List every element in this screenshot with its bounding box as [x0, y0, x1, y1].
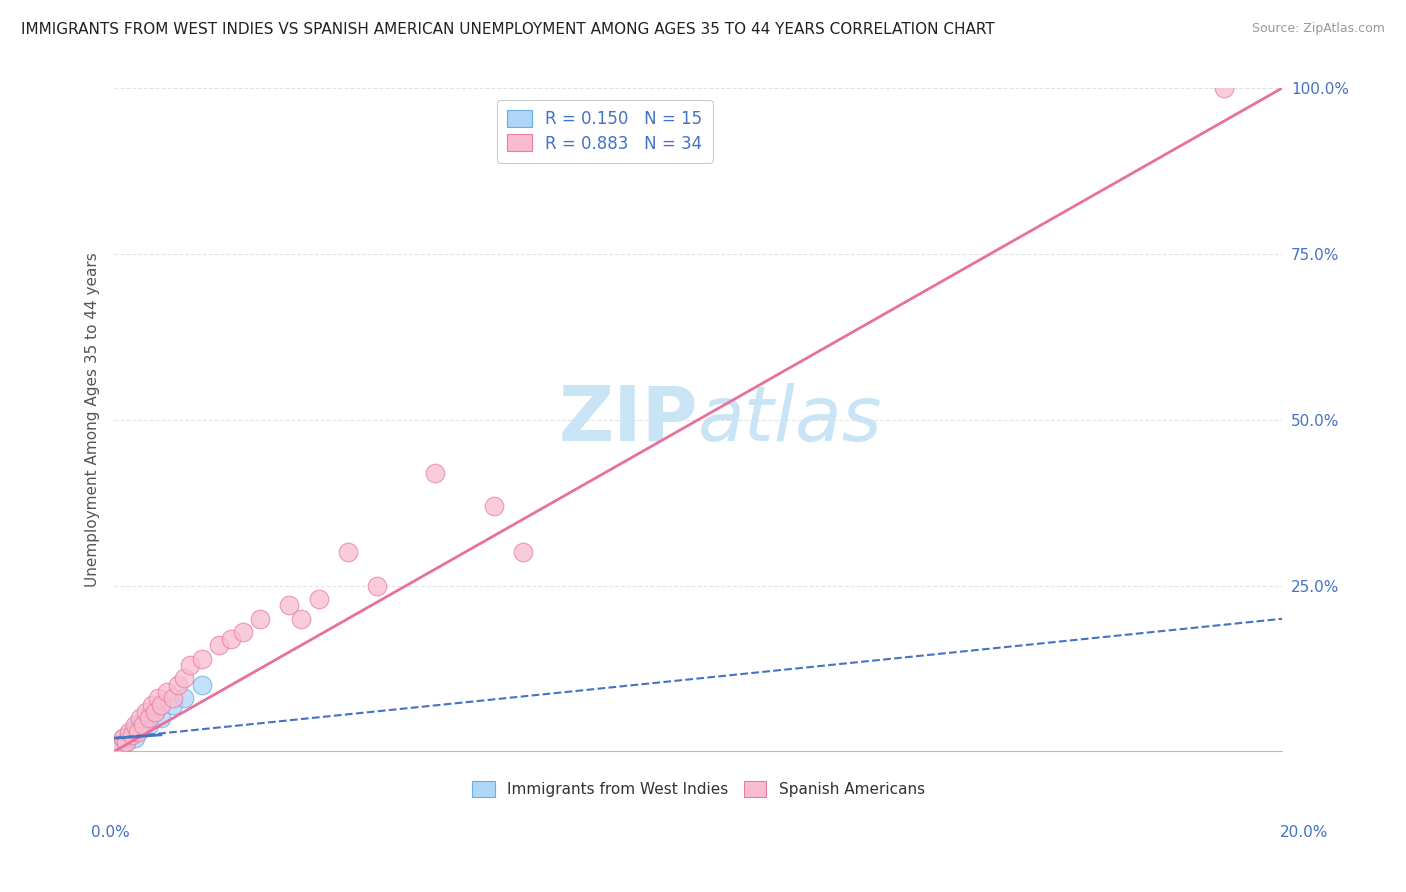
Point: [219, 632, 242, 646]
Point: [108, 738, 131, 752]
Point: [132, 718, 155, 732]
Point: [115, 734, 138, 748]
Point: [308, 591, 330, 606]
Y-axis label: Unemployment Among Ages 35 to 44 years: Unemployment Among Ages 35 to 44 years: [86, 252, 100, 587]
Point: [512, 545, 534, 559]
Point: [121, 724, 143, 739]
Point: [366, 578, 388, 592]
Text: 0.0%: 0.0%: [91, 825, 131, 840]
Point: [278, 599, 301, 613]
Text: ZIP: ZIP: [558, 383, 699, 457]
Point: [179, 658, 201, 673]
Point: [191, 651, 214, 665]
Legend: Immigrants from West Indies, Spanish Americans: Immigrants from West Indies, Spanish Ame…: [465, 775, 931, 804]
Point: [124, 731, 146, 746]
Point: [143, 705, 166, 719]
Point: [135, 711, 157, 725]
Point: [127, 724, 149, 739]
Point: [336, 545, 359, 559]
Point: [232, 625, 254, 640]
Point: [191, 678, 214, 692]
Text: Source: ZipAtlas.com: Source: ZipAtlas.com: [1251, 22, 1385, 36]
Text: atlas: atlas: [699, 383, 883, 457]
Point: [162, 691, 184, 706]
Point: [115, 734, 138, 748]
Text: IMMIGRANTS FROM WEST INDIES VS SPANISH AMERICAN UNEMPLOYMENT AMONG AGES 35 TO 44: IMMIGRANTS FROM WEST INDIES VS SPANISH A…: [21, 22, 995, 37]
Point: [138, 718, 160, 732]
Point: [156, 684, 179, 698]
Point: [111, 731, 134, 746]
Point: [146, 691, 169, 706]
Point: [149, 698, 172, 712]
Point: [118, 728, 141, 742]
Point: [124, 718, 146, 732]
Point: [173, 672, 195, 686]
Point: [135, 705, 157, 719]
Point: [167, 678, 190, 692]
Point: [173, 691, 195, 706]
Point: [129, 711, 152, 725]
Point: [290, 612, 312, 626]
Point: [162, 698, 184, 712]
Point: [127, 718, 149, 732]
Point: [108, 738, 131, 752]
Point: [149, 711, 172, 725]
Point: [208, 638, 231, 652]
Point: [132, 721, 155, 735]
Point: [482, 499, 505, 513]
Point: [141, 698, 163, 712]
Point: [118, 724, 141, 739]
Point: [425, 466, 447, 480]
Text: 20.0%: 20.0%: [1281, 825, 1329, 840]
Point: [121, 728, 143, 742]
Point: [111, 731, 134, 746]
Point: [1213, 81, 1236, 95]
Point: [143, 705, 166, 719]
Point: [249, 612, 271, 626]
Point: [138, 711, 160, 725]
